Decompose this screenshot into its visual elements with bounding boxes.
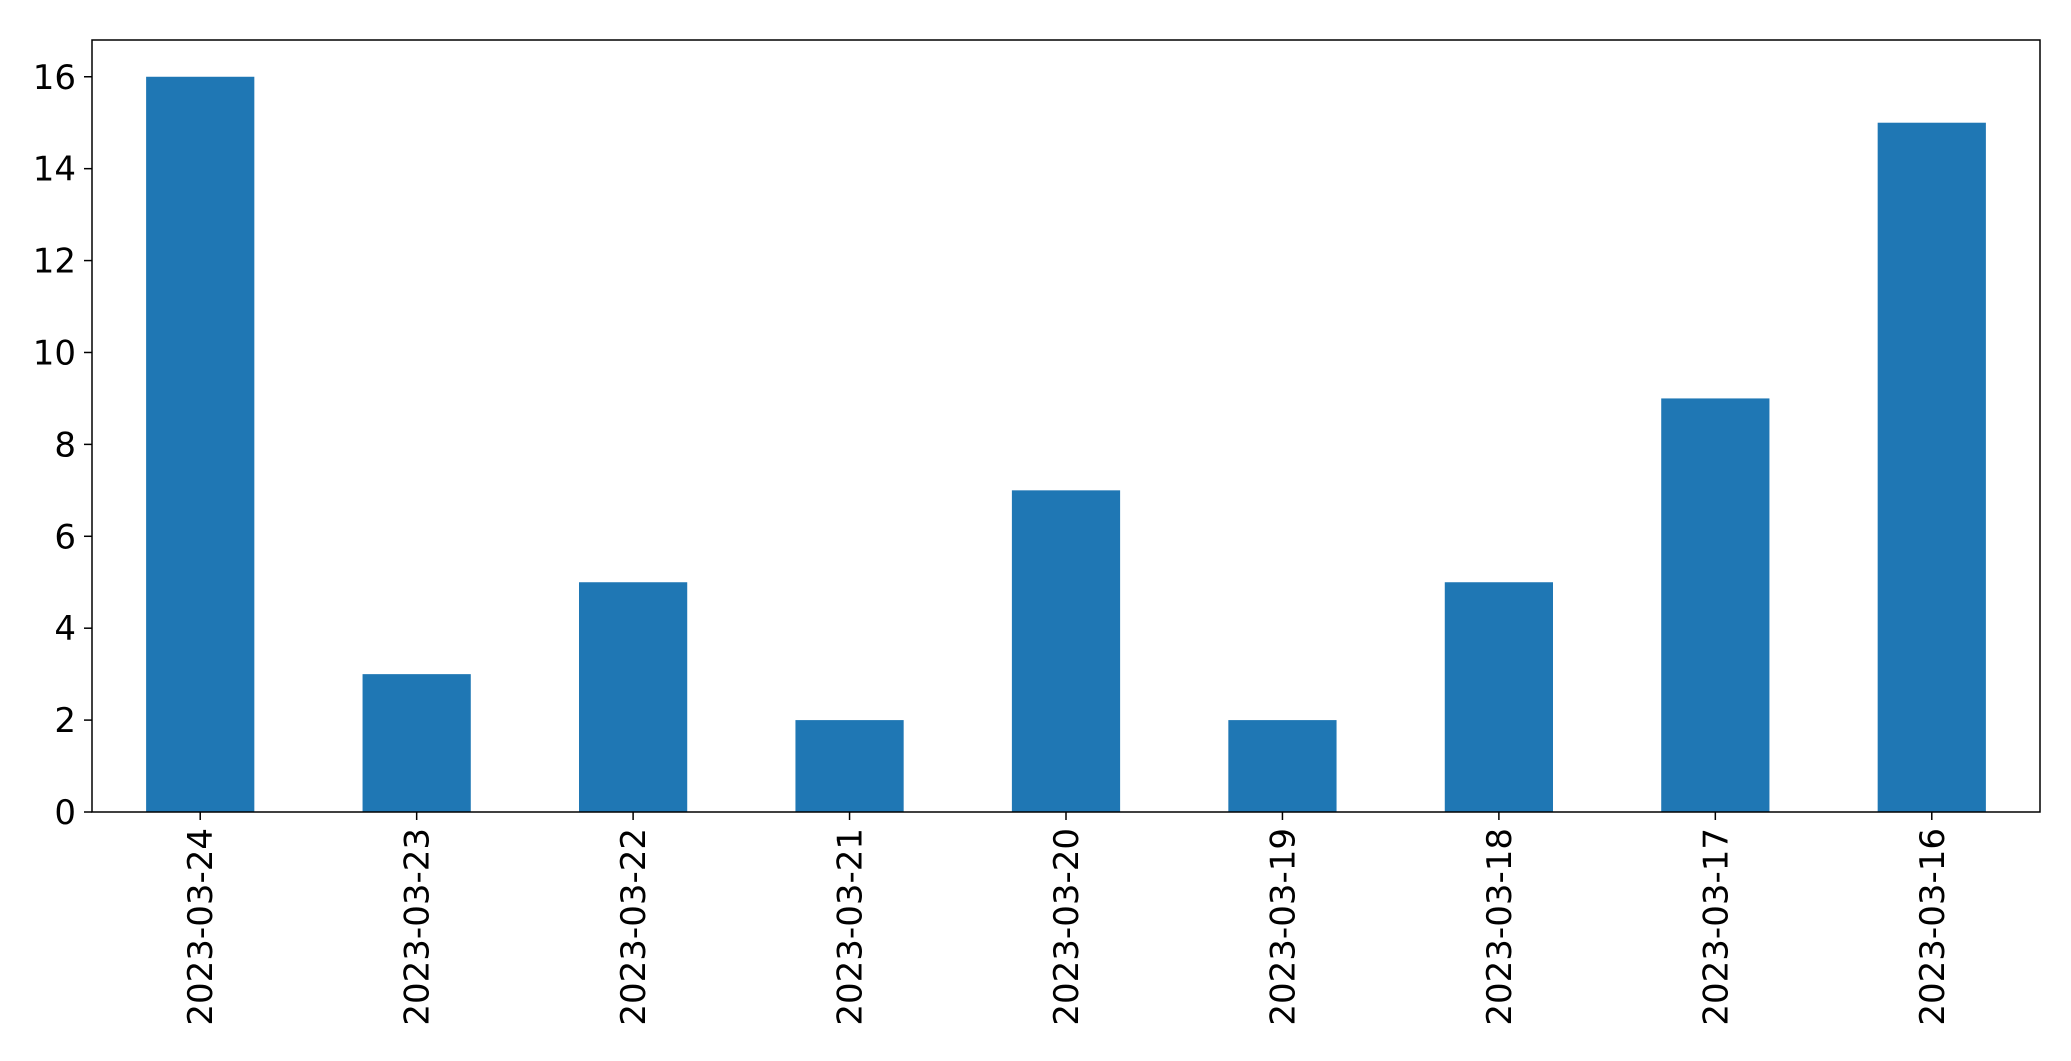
x-tick-label: 2023-03-23 [398, 828, 438, 1026]
bar-2023-03-23 [362, 674, 471, 812]
y-tick-label: 0 [54, 793, 76, 833]
bars-layer [146, 76, 1986, 812]
bar-2023-03-16 [1877, 122, 1986, 812]
x-tick-label: 2023-03-19 [1263, 828, 1303, 1026]
bar-2023-03-19 [1228, 720, 1337, 812]
y-tick-label: 2 [54, 701, 76, 741]
x-tick-label: 2023-03-24 [181, 828, 221, 1026]
x-tick-label: 2023-03-18 [1480, 828, 1520, 1026]
x-tick-label: 2023-03-17 [1696, 828, 1736, 1026]
bar-2023-03-18 [1444, 582, 1553, 812]
bar-2023-03-20 [1011, 490, 1121, 812]
y-tick-label: 6 [54, 517, 76, 557]
y-tick-label: 14 [33, 150, 76, 190]
x-tick-label: 2023-03-20 [1047, 828, 1087, 1026]
x-tick-label: 2023-03-21 [831, 828, 871, 1026]
x-tick-label: 2023-03-22 [614, 828, 654, 1026]
ticks-layer: 0 2 4 6 8 10 12 14 16 2023-03-24 2023-03-23 2023-03… [33, 58, 1953, 1026]
bar-2023-03-22 [579, 582, 688, 812]
y-tick-label: 10 [33, 333, 76, 373]
x-tick-label: 2023-03-16 [1913, 828, 1953, 1026]
y-tick-label: 8 [54, 425, 76, 465]
bar-2023-03-21 [795, 720, 904, 812]
y-tick-label: 4 [54, 609, 76, 649]
bar-2023-03-17 [1661, 398, 1770, 812]
y-tick-label: 16 [33, 58, 76, 98]
y-tick-label: 12 [33, 242, 76, 282]
bar-2023-03-24 [146, 76, 255, 812]
